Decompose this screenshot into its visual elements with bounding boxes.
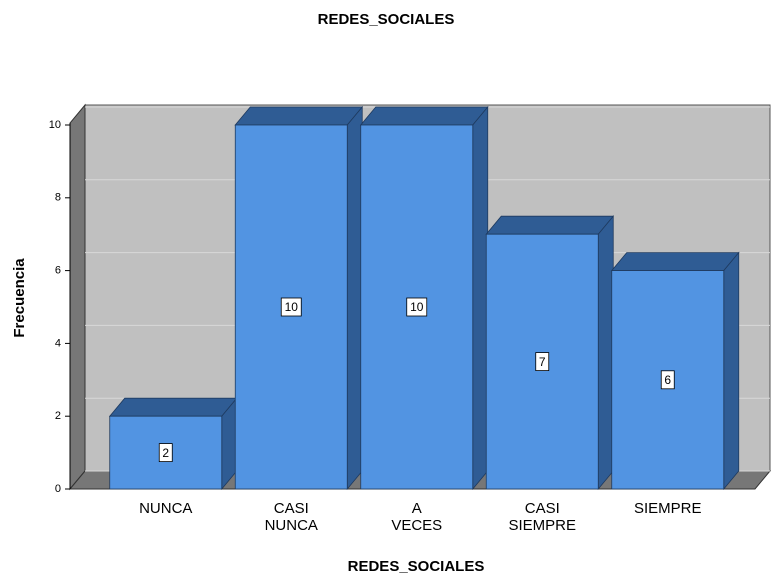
x-axis-label: REDES_SOCIALES	[348, 558, 485, 575]
y-tick-label: 6	[55, 265, 61, 277]
y-tick-label: 0	[55, 483, 61, 495]
data-label: 10	[410, 300, 424, 314]
bar-side	[472, 105, 489, 491]
data-label: 2	[162, 446, 169, 460]
bar-side	[723, 251, 740, 491]
y-axis-label: Frecuencia	[11, 258, 28, 338]
x-tick-label: SIEMPRE	[634, 500, 702, 517]
bar	[485, 215, 615, 491]
y-tick-label: 2	[55, 410, 61, 422]
bar-top	[485, 215, 615, 235]
bar-side	[346, 105, 363, 491]
bar-side	[597, 215, 614, 491]
data-label: 7	[539, 355, 546, 369]
bar	[234, 105, 364, 491]
chart-title: REDES_SOCIALES	[318, 11, 455, 28]
data-label-box	[158, 443, 173, 463]
data-label: 10	[285, 300, 299, 314]
y-tick-label: 8	[55, 192, 61, 204]
data-label-box	[406, 297, 428, 317]
x-tick-label-line: A	[412, 500, 422, 517]
bar	[108, 397, 238, 491]
x-tick-label-line: CASI	[274, 500, 309, 517]
x-tick-label: NUNCA	[139, 500, 192, 517]
bar-top	[234, 106, 364, 126]
bar-top	[359, 106, 489, 126]
x-tick-label-line: CASI	[525, 500, 560, 517]
x-tick-label: A VECES	[391, 500, 442, 534]
x-tick-label-line: NUNCA	[265, 517, 318, 534]
x-tick-label: CASI NUNCA	[265, 500, 318, 534]
bar-top	[610, 252, 740, 272]
data-label: 6	[664, 373, 671, 387]
data-label-box	[280, 297, 302, 317]
x-tick-label-line: VECES	[391, 517, 442, 534]
left-wall	[69, 103, 86, 491]
x-tick-label-line: SIEMPRE	[508, 517, 576, 534]
bar	[610, 251, 740, 491]
bar-top	[108, 397, 238, 417]
x-tick-label: CASI SIEMPRE	[508, 500, 576, 534]
y-tick-label: 10	[49, 119, 61, 131]
data-label-box	[535, 352, 550, 372]
y-tick-label: 4	[55, 337, 61, 349]
data-label-box	[660, 370, 675, 390]
